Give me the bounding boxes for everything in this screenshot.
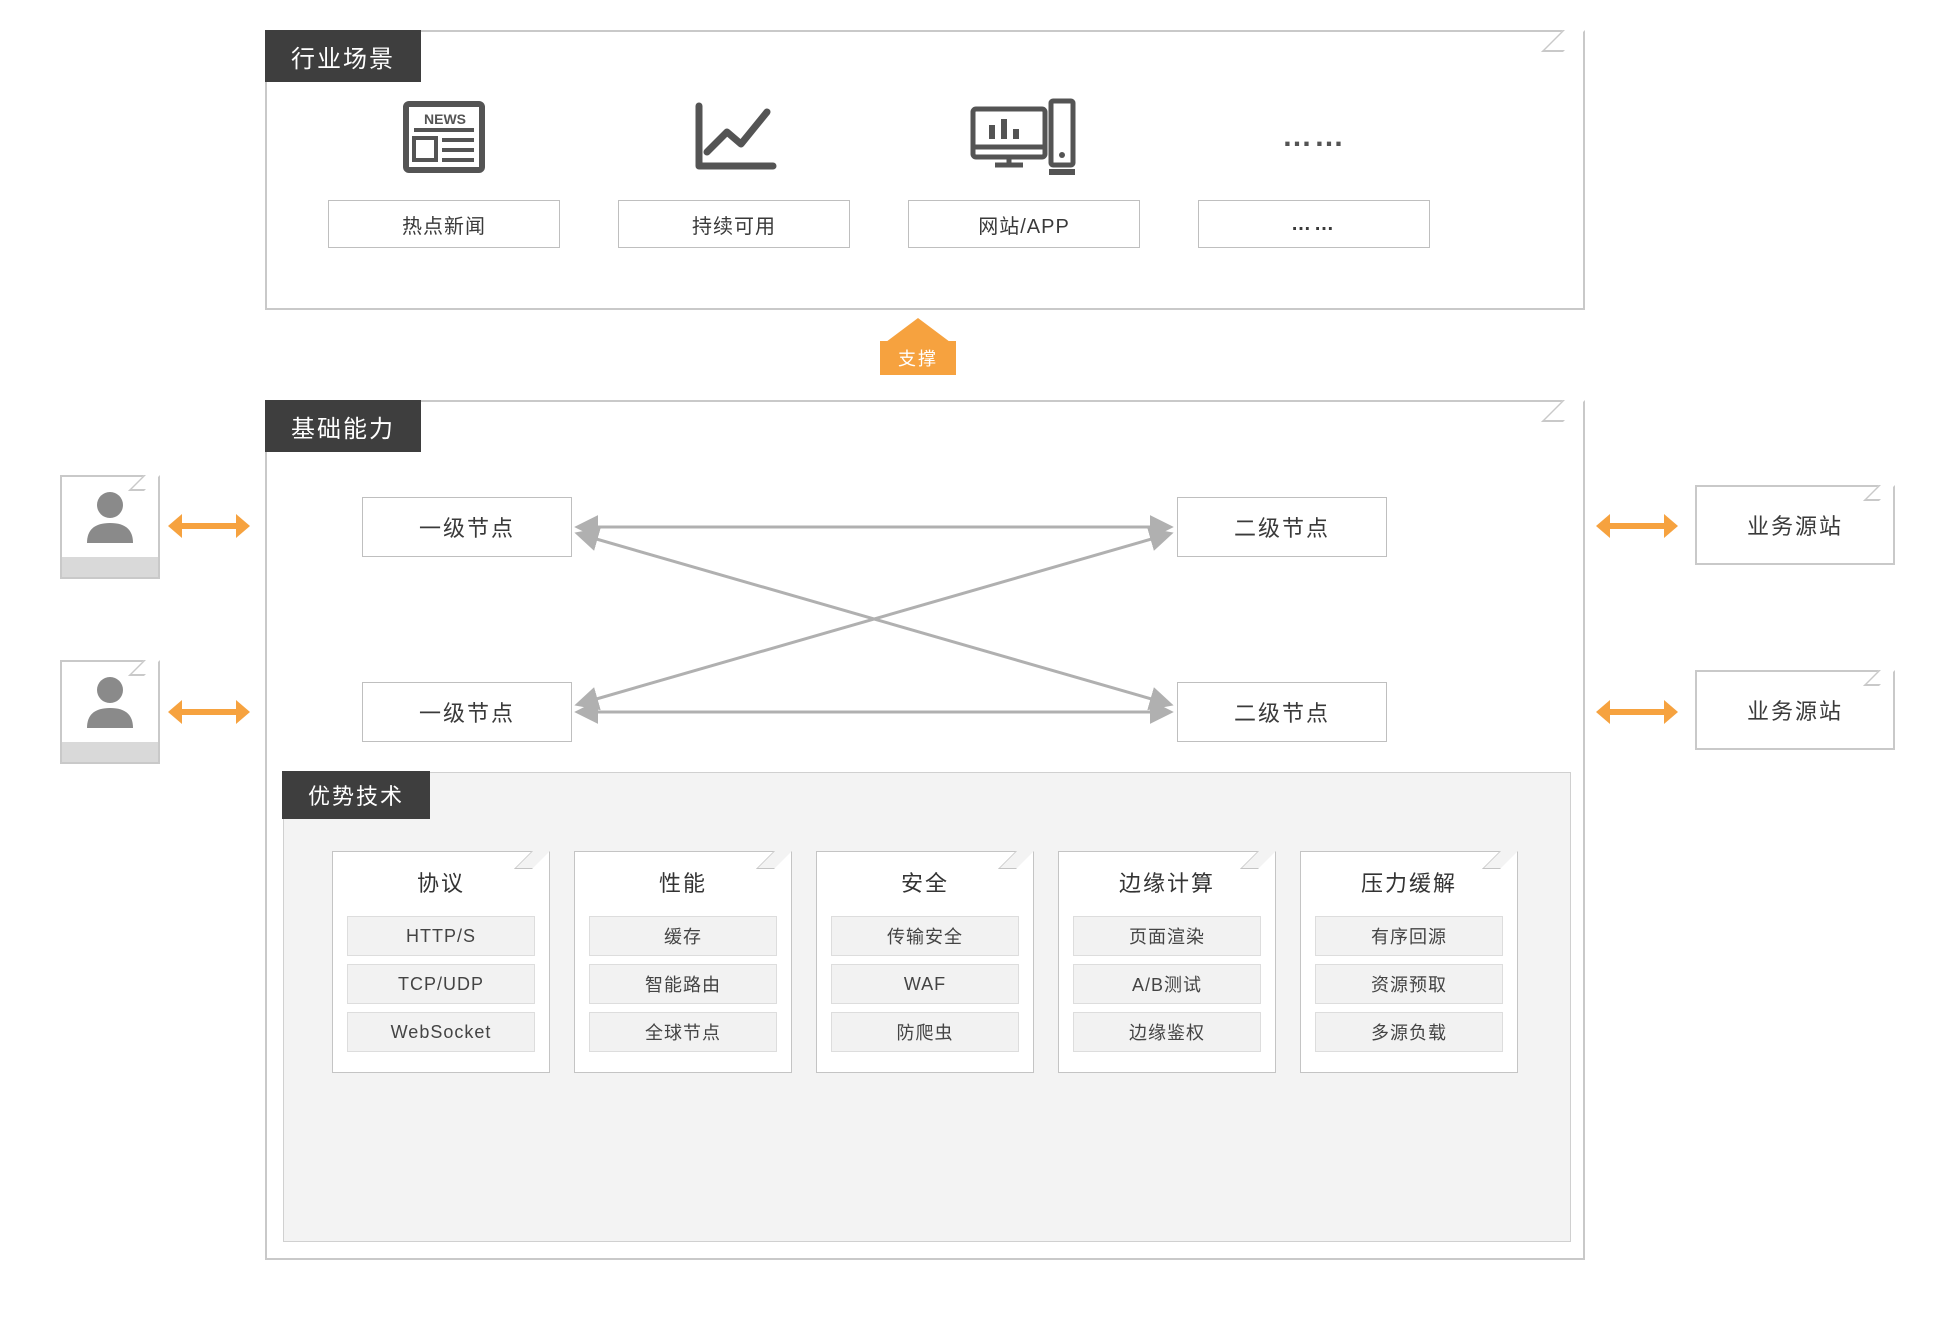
tech-column-title: 性能 xyxy=(575,852,791,908)
tech-item: 资源预取 xyxy=(1315,964,1503,1004)
user-icon xyxy=(75,668,145,738)
scenario-label: 网站/APP xyxy=(908,200,1140,248)
tech-item: HTTP/S xyxy=(347,916,535,956)
source-label: 业务源站 xyxy=(1747,694,1843,726)
tech-column: 性能缓存智能路由全球节点 xyxy=(574,851,792,1073)
node-level2-bottom: 二级节点 xyxy=(1177,682,1387,742)
capability-tab-label: 基础能力 xyxy=(291,409,395,444)
tech-column-title: 压力缓解 xyxy=(1301,852,1517,908)
tech-item: 传输安全 xyxy=(831,916,1019,956)
support-label: 支撑 xyxy=(880,341,956,375)
tech-column-title: 安全 xyxy=(817,852,1033,908)
capability-panel: 基础能力 一级节点 一级节点 二级节点 xyxy=(265,400,1585,1260)
panel-notch xyxy=(1541,400,1585,422)
trend-icon xyxy=(689,92,779,182)
scenario-col: …… …… xyxy=(1184,92,1444,248)
node-label: 一级节点 xyxy=(419,511,515,543)
svg-text:NEWS: NEWS xyxy=(424,111,466,127)
tech-item: 全球节点 xyxy=(589,1012,777,1052)
scenario-col: 持续可用 xyxy=(604,92,864,248)
panel-notch xyxy=(1863,485,1895,501)
source-box-bottom: 业务源站 xyxy=(1695,670,1895,750)
user-icon xyxy=(75,483,145,553)
scenario-label-text: …… xyxy=(1291,213,1337,236)
website-icon xyxy=(969,92,1079,182)
node-level2-top: 二级节点 xyxy=(1177,497,1387,557)
panel-notch xyxy=(1863,670,1895,686)
more-icon-label: …… xyxy=(1282,120,1346,154)
tech-item: TCP/UDP xyxy=(347,964,535,1004)
tech-item: A/B测试 xyxy=(1073,964,1261,1004)
user-footer xyxy=(62,742,158,762)
tech-item: WebSocket xyxy=(347,1012,535,1052)
scenario-label: …… xyxy=(1198,200,1430,248)
tech-item: 缓存 xyxy=(589,916,777,956)
tech-item: 防爬虫 xyxy=(831,1012,1019,1052)
scenario-label: 热点新闻 xyxy=(328,200,560,248)
tech-tab-label: 优势技术 xyxy=(308,779,404,811)
double-arrow-icon xyxy=(1596,514,1678,538)
scenario-label: 持续可用 xyxy=(618,200,850,248)
more-icon: …… xyxy=(1282,92,1346,182)
capability-tab: 基础能力 xyxy=(265,400,421,452)
user-box-top xyxy=(60,475,160,579)
node-label: 二级节点 xyxy=(1234,696,1330,728)
double-arrow-icon xyxy=(168,700,250,724)
tech-item: 页面渲染 xyxy=(1073,916,1261,956)
scenario-label-text: 持续可用 xyxy=(692,210,776,239)
double-arrow-icon xyxy=(1596,700,1678,724)
tech-column: 安全传输安全 WAF 防爬虫 xyxy=(816,851,1034,1073)
support-arrow: 支撑 xyxy=(880,318,956,375)
tech-column: 压力缓解有序回源资源预取多源负载 xyxy=(1300,851,1518,1073)
tech-item: WAF xyxy=(831,964,1019,1004)
node-label: 二级节点 xyxy=(1234,511,1330,543)
tech-item: 边缘鉴权 xyxy=(1073,1012,1261,1052)
scenario-label-text: 网站/APP xyxy=(978,210,1070,239)
tech-column-title: 协议 xyxy=(333,852,549,908)
node-level1-top: 一级节点 xyxy=(362,497,572,557)
tech-item: 智能路由 xyxy=(589,964,777,1004)
panel-notch xyxy=(1541,30,1585,52)
scenario-col: NEWS 热点新闻 xyxy=(314,92,574,248)
arrow-head-icon xyxy=(886,318,950,342)
scenario-row: NEWS 热点新闻 xyxy=(314,92,1444,248)
tech-panel: 优势技术 协议 HTTP/S TCP/UDP WebSocket 性能缓存智能路由全球节… xyxy=(283,772,1571,1242)
scenario-col: 网站/APP xyxy=(894,92,1154,248)
tech-row: 协议HTTP/STCP/UDPWebSocket性能缓存智能路由全球节点安全传输… xyxy=(332,851,1518,1073)
node-label: 一级节点 xyxy=(419,696,515,728)
user-footer xyxy=(62,557,158,577)
scenario-tab-label: 行业场景 xyxy=(291,39,395,74)
scenario-panel: 行业场景 NEWS 热点新闻 xyxy=(265,30,1585,310)
tech-column: 边缘计算页面渲染 A/B测试边缘鉴权 xyxy=(1058,851,1276,1073)
scenario-label-text: 热点新闻 xyxy=(402,210,486,239)
tech-column: 协议 HTTP/S TCP/UDP WebSocket xyxy=(332,851,550,1073)
node-connections xyxy=(267,402,1587,802)
tech-tab: 优势技术 xyxy=(282,771,430,819)
source-label: 业务源站 xyxy=(1747,509,1843,541)
tech-item: 有序回源 xyxy=(1315,916,1503,956)
tech-column-title: 边缘计算 xyxy=(1059,852,1275,908)
scenario-tab: 行业场景 xyxy=(265,30,421,82)
source-box-top: 业务源站 xyxy=(1695,485,1895,565)
node-level1-bottom: 一级节点 xyxy=(362,682,572,742)
user-box-bottom xyxy=(60,660,160,764)
diagram-canvas: 行业场景 NEWS 热点新闻 xyxy=(0,0,1960,1323)
tech-item: 多源负载 xyxy=(1315,1012,1503,1052)
double-arrow-icon xyxy=(168,514,250,538)
news-icon: NEWS xyxy=(400,92,488,182)
